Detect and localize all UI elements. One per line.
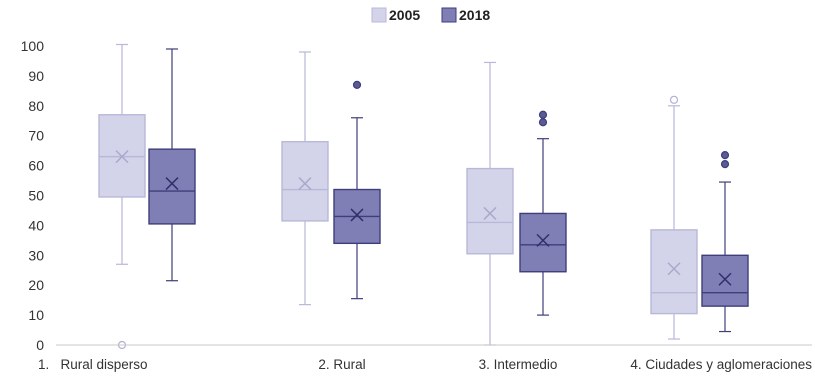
box-2018-4 <box>701 151 749 333</box>
mean-marker <box>350 208 364 222</box>
box-2005-1 <box>98 43 146 350</box>
x-category-label: 2. Rural <box>318 357 365 372</box>
mean-marker <box>718 272 732 286</box>
y-tick-label: 0 <box>36 337 44 353</box>
x-category-label: 3. Intermedio <box>479 357 558 372</box>
legend: 2005 2018 <box>371 7 490 23</box>
legend-label-2005: 2005 <box>389 7 420 23</box>
y-tick-label: 80 <box>28 98 44 114</box>
legend-swatch-2018 <box>441 7 457 23</box>
y-tick-label: 60 <box>28 158 44 174</box>
y-tick-label: 100 <box>21 38 45 54</box>
y-tick-label: 10 <box>28 307 44 323</box>
y-tick-label: 30 <box>28 247 44 263</box>
outlier-point <box>720 151 730 160</box>
y-tick-label: 70 <box>28 128 44 144</box>
outlier-point <box>352 80 362 89</box>
outlier-point <box>538 118 548 127</box>
mean-marker <box>165 177 179 191</box>
mean-marker <box>536 233 550 247</box>
plot-area <box>98 43 749 350</box>
legend-label-2018: 2018 <box>459 7 490 23</box>
box-iqr <box>701 254 749 307</box>
box-2018-3 <box>519 110 567 316</box>
y-tick-label: 40 <box>28 217 44 233</box>
y-axis: 0 10 20 30 40 50 60 70 80 90 100 <box>21 38 45 353</box>
mean-marker <box>667 262 681 276</box>
outlier-point <box>538 110 548 119</box>
x-category-label: 4. Ciudades y aglomeraciones <box>630 357 812 372</box>
box-iqr <box>148 148 196 225</box>
box-iqr <box>650 229 698 315</box>
x-axis: 1. Rural disperso 2. Rural 3. Intermedio 4.… <box>38 344 812 372</box>
box-iqr <box>281 140 329 222</box>
y-tick-label: 20 <box>28 277 44 293</box>
box-2005-2 <box>281 51 329 306</box>
box-2005-4 <box>650 95 698 340</box>
outlier-point <box>669 95 679 104</box>
outlier-point <box>720 160 730 169</box>
mean-marker <box>483 206 497 220</box>
legend-swatch-2005 <box>371 7 387 23</box>
mean-marker <box>115 150 129 164</box>
y-tick-label: 50 <box>28 188 44 204</box>
box-iqr <box>466 167 514 255</box>
x-category-label: 1. Rural disperso <box>38 357 148 372</box>
box-2018-1 <box>148 48 196 282</box>
y-tick-label: 90 <box>28 68 44 84</box>
box-2005-3 <box>466 61 514 346</box>
box-iqr <box>519 212 567 273</box>
mean-marker <box>298 177 312 191</box>
box-2018-2 <box>333 80 381 300</box>
